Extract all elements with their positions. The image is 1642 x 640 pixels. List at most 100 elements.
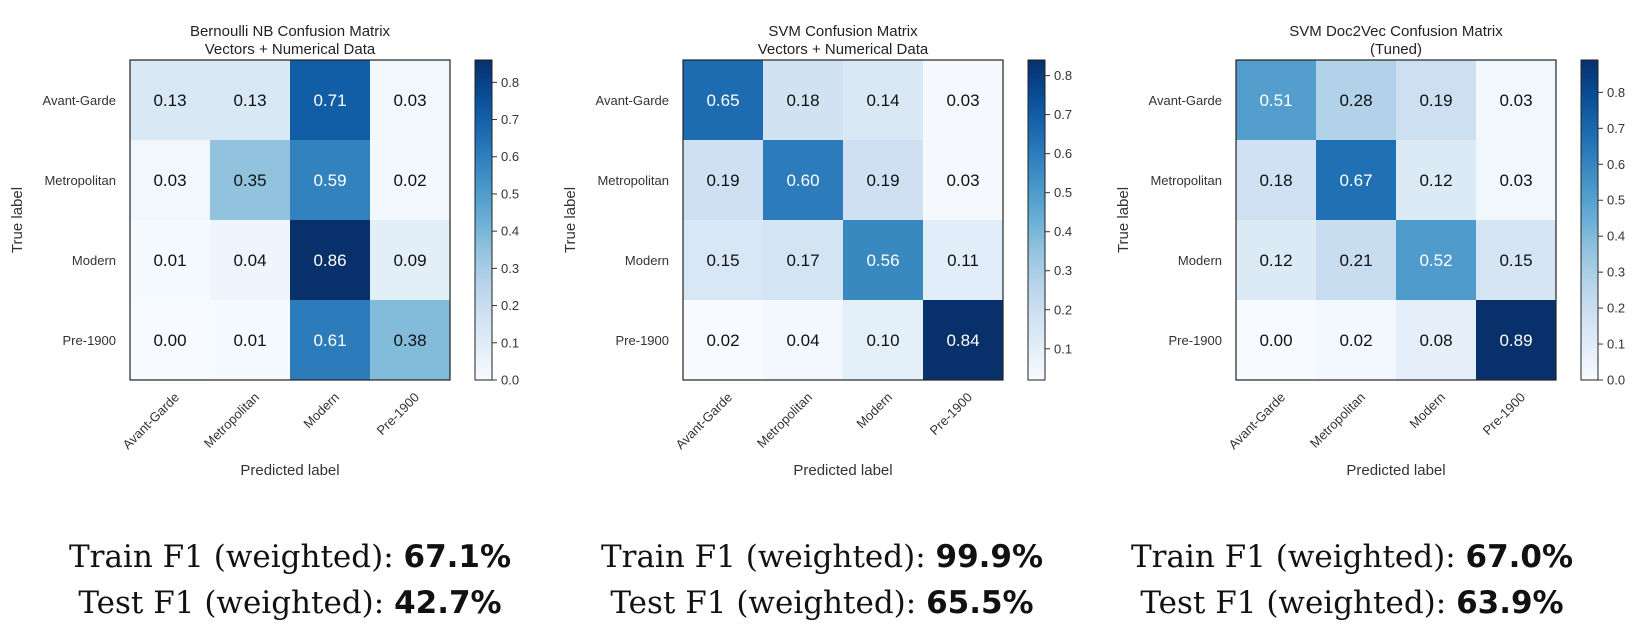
train-f1-value: 99.9% [935,539,1044,575]
cell-value-label: 0.11 [947,251,979,270]
x-axis-label: Predicted label [1346,462,1445,479]
colorbar-tick-label: 0.1 [1054,341,1072,356]
train-f1-value: 67.1% [403,539,512,575]
y-tick-label: Avant-Garde [43,93,116,108]
matrix-cell [1316,60,1396,140]
matrix-cell [1476,300,1556,380]
train-f1-label: Train F1 (weighted): [68,539,404,575]
matrix-cell [923,140,1003,220]
x-tick-label: Metropolitan [1307,390,1368,451]
colorbar-tick-label: 0.4 [501,224,519,239]
cell-value-label: 0.03 [1499,171,1532,190]
y-tick-label: Avant-Garde [1149,93,1222,108]
cell-value-label: 0.03 [946,171,979,190]
cell-value-label: 0.52 [1419,251,1452,270]
colorbar-tick-label: 0.2 [1607,301,1625,316]
x-tick-label: Avant-Garde [120,390,183,453]
cell-value-label: 0.56 [866,251,899,270]
matrix-frame [129,59,451,381]
matrix-cell [843,60,923,140]
chart-subtitle: (Tuned) [1370,41,1422,58]
y-axis-label: True label [9,187,26,253]
cell-value-label: 0.14 [866,91,899,110]
colorbar-tick-label: 0.3 [501,261,519,276]
chart-title: SVM Confusion Matrix [768,23,918,40]
matrix-cell [370,300,450,380]
matrix-cell [130,60,210,140]
colorbar-tick-label: 0.2 [1054,302,1072,317]
matrix-frame [1235,59,1557,381]
matrix-cell [1236,300,1316,380]
colorbar-tick-label: 0.7 [1607,121,1625,136]
test-f1-line: Test F1 (weighted): 63.9% [1092,580,1612,626]
train-f1-value: 67.0% [1465,539,1574,575]
matrix-cell [1236,220,1316,300]
colorbar-tick-label: 0.4 [1054,224,1072,239]
caption-bernoulli-nb: Train F1 (weighted): 67.1% Test F1 (weig… [30,534,550,626]
x-tick-label: Pre-1900 [927,390,975,438]
x-tick-label: Modern [1406,390,1448,432]
colorbar-tick-label: 0.1 [501,335,519,350]
colorbar-tick-label: 0.6 [1607,157,1625,172]
cell-value-label: 0.89 [1499,331,1532,350]
cell-value-label: 0.51 [1259,91,1292,110]
cell-value-label: 0.02 [706,331,739,350]
matrix-cell [1476,220,1556,300]
matrix-cell [1316,140,1396,220]
cell-value-label: 0.86 [313,251,346,270]
y-tick-label: Metropolitan [597,173,669,188]
colorbar-tick-label: 0.8 [1054,68,1072,83]
matrix-cell [370,60,450,140]
cell-value-label: 0.19 [866,171,899,190]
cell-value-label: 0.18 [786,91,819,110]
matrix-cell [1316,300,1396,380]
chart-subtitle: Vectors + Numerical Data [205,41,376,58]
x-tick-label: Pre-1900 [1480,390,1528,438]
cell-value-label: 0.84 [946,331,979,350]
chart-title: SVM Doc2Vec Confusion Matrix [1289,23,1503,40]
x-axis-label: Predicted label [240,462,339,479]
x-tick-label: Avant-Garde [673,390,736,453]
colorbar-tick-label: 0.1 [1607,337,1625,352]
cell-value-label: 0.67 [1339,171,1372,190]
y-tick-label: Metropolitan [1150,173,1222,188]
matrix-cell [1396,140,1476,220]
colorbar-tick-label: 0.5 [501,186,519,201]
cell-value-label: 0.10 [866,331,899,350]
matrix-cell [1396,60,1476,140]
cell-value-label: 0.18 [1259,171,1292,190]
matrix-cell [210,140,290,220]
y-axis-label: True label [562,187,579,253]
cell-value-label: 0.08 [1419,331,1452,350]
matrix-cell [683,300,763,380]
cell-value-label: 0.02 [1339,331,1372,350]
test-f1-label: Test F1 (weighted): [1140,585,1457,621]
matrix-cell [370,220,450,300]
colorbar [474,59,493,381]
confusion-matrix-panel-3: SVM Doc2Vec Confusion Matrix(Tuned) 0.51 0… [1115,23,1625,479]
matrix-cell [923,300,1003,380]
x-tick-label: Metropolitan [754,390,815,451]
matrix-cell [210,60,290,140]
matrix-cell [290,140,370,220]
colorbar-tick-label: 0.5 [1054,185,1072,200]
matrix-cell [290,220,370,300]
matrix-cell [1236,140,1316,220]
train-f1-line: Train F1 (weighted): 67.1% [30,534,550,580]
matrix-cell [843,140,923,220]
cell-value-label: 0.01 [153,251,186,270]
matrix-cell [130,300,210,380]
matrix-cell [1316,220,1396,300]
matrix-cell [763,60,843,140]
test-f1-label: Test F1 (weighted): [610,585,927,621]
matrix-cell [763,140,843,220]
cell-value-label: 0.13 [153,91,186,110]
colorbar-tick-label: 0.4 [1607,229,1625,244]
cell-value-label: 0.03 [393,91,426,110]
cell-value-label: 0.71 [313,91,346,110]
matrix-cell [130,140,210,220]
y-tick-label: Pre-1900 [63,333,116,348]
y-tick-label: Modern [625,253,669,268]
cell-value-label: 0.28 [1339,91,1372,110]
y-tick-label: Metropolitan [44,173,116,188]
